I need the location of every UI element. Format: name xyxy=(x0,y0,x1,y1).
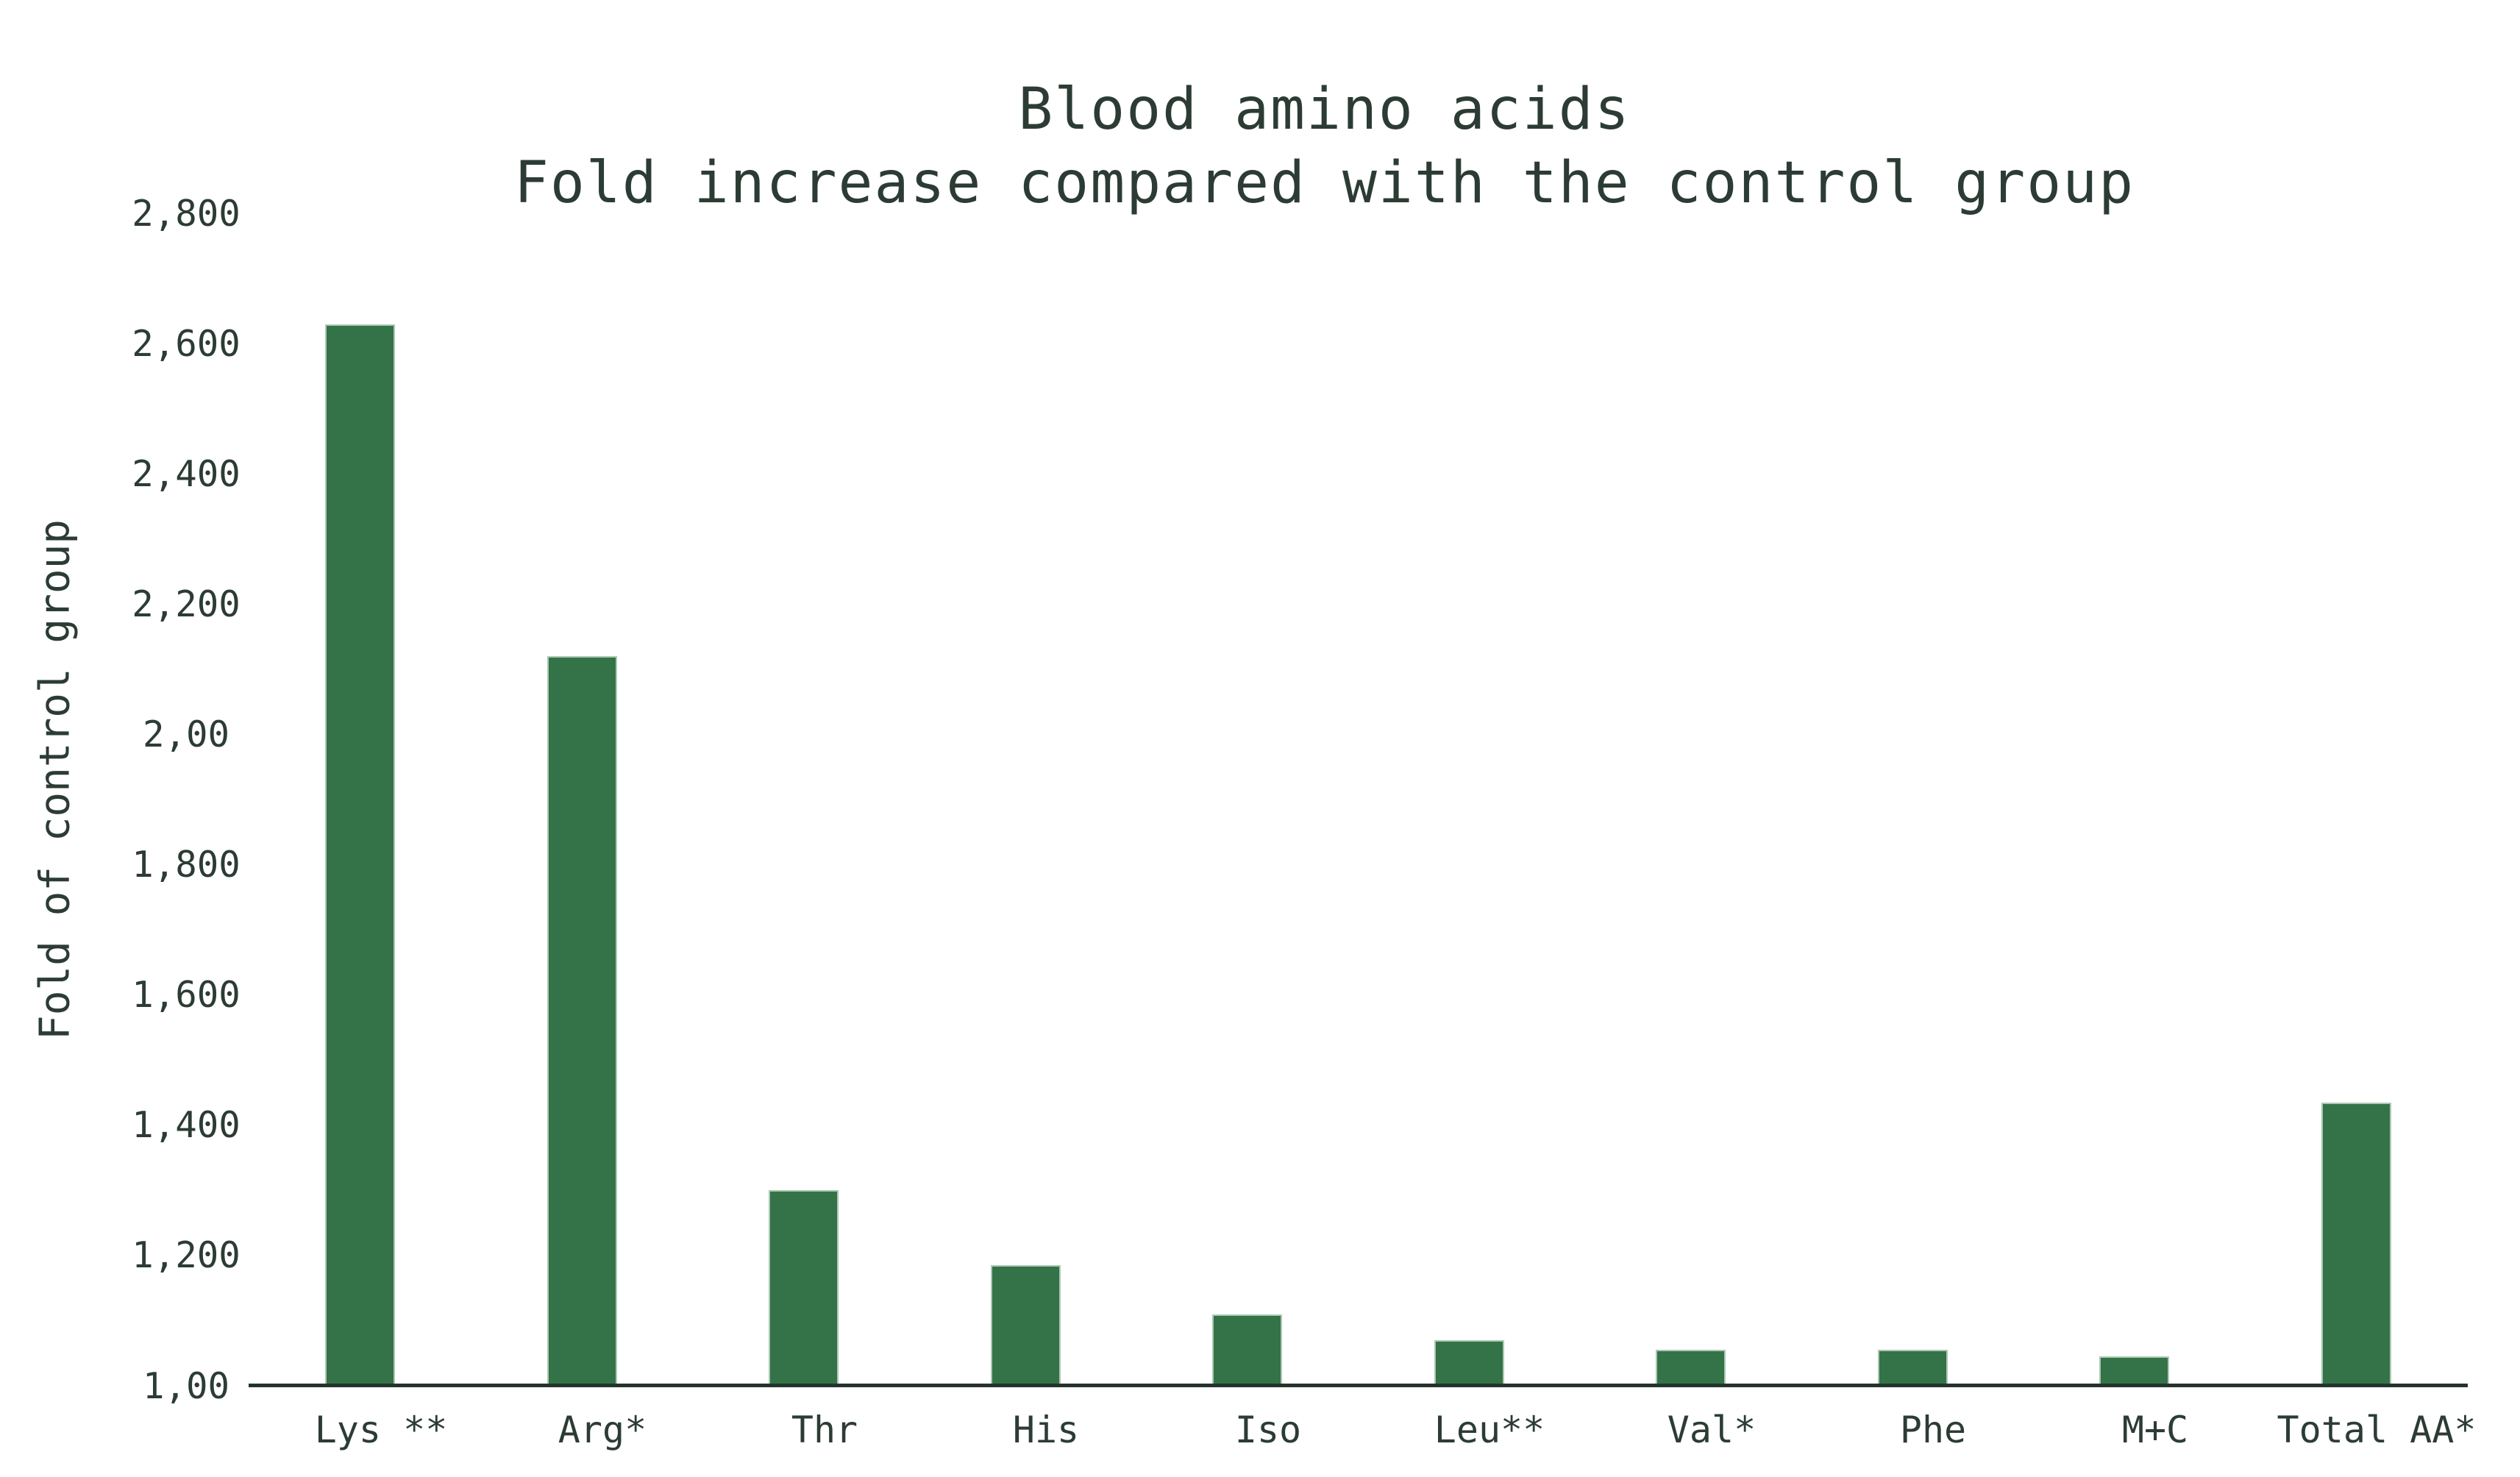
bar-thr xyxy=(769,1190,839,1387)
y-tick-label: 2,800 xyxy=(132,192,241,235)
y-tick-label: 1,800 xyxy=(132,844,241,886)
bar-phe xyxy=(1878,1350,1948,1387)
bar-his xyxy=(991,1265,1061,1387)
bar-total-aa xyxy=(2321,1103,2391,1387)
x-tick-label: Leu** xyxy=(1434,1409,1545,1451)
bar-arg xyxy=(547,656,617,1387)
x-tick-label: His xyxy=(1012,1409,1080,1451)
y-axis-label-text: Fold of control group xyxy=(31,519,79,1041)
x-tick-label: M+C xyxy=(2121,1409,2189,1451)
x-axis-line xyxy=(249,1384,2468,1387)
y-tick-label: 1,00 xyxy=(142,1364,229,1407)
y-tick-label: 1,200 xyxy=(132,1234,241,1277)
x-tick-label: Arg* xyxy=(558,1409,647,1451)
y-tick-label: 1,600 xyxy=(132,974,241,1017)
bar-val xyxy=(1656,1350,1726,1387)
y-tick-label: 2,200 xyxy=(132,583,241,625)
bar-iso xyxy=(1212,1314,1282,1387)
chart-title: Blood amino acids xyxy=(1018,76,1631,143)
x-tick-label: Thr xyxy=(791,1409,858,1451)
y-tick-label: 1,400 xyxy=(132,1104,241,1147)
x-tick-label: Total AA* xyxy=(2277,1409,2477,1451)
bar-m-c xyxy=(2099,1356,2169,1387)
bar-leu xyxy=(1434,1340,1504,1387)
bar-lys xyxy=(325,324,395,1387)
x-tick-label: Phe xyxy=(1899,1409,1967,1451)
x-tick-label: Iso xyxy=(1234,1409,1302,1451)
y-tick-label: 2,00 xyxy=(142,713,229,755)
y-tick-label: 2,600 xyxy=(132,322,241,365)
x-tick-label: Val* xyxy=(1667,1409,1756,1451)
chart-subtitle: Fold increase compared with the control … xyxy=(513,150,2135,216)
y-tick-label: 2,400 xyxy=(132,452,241,495)
x-tick-label: Lys ** xyxy=(314,1409,448,1451)
